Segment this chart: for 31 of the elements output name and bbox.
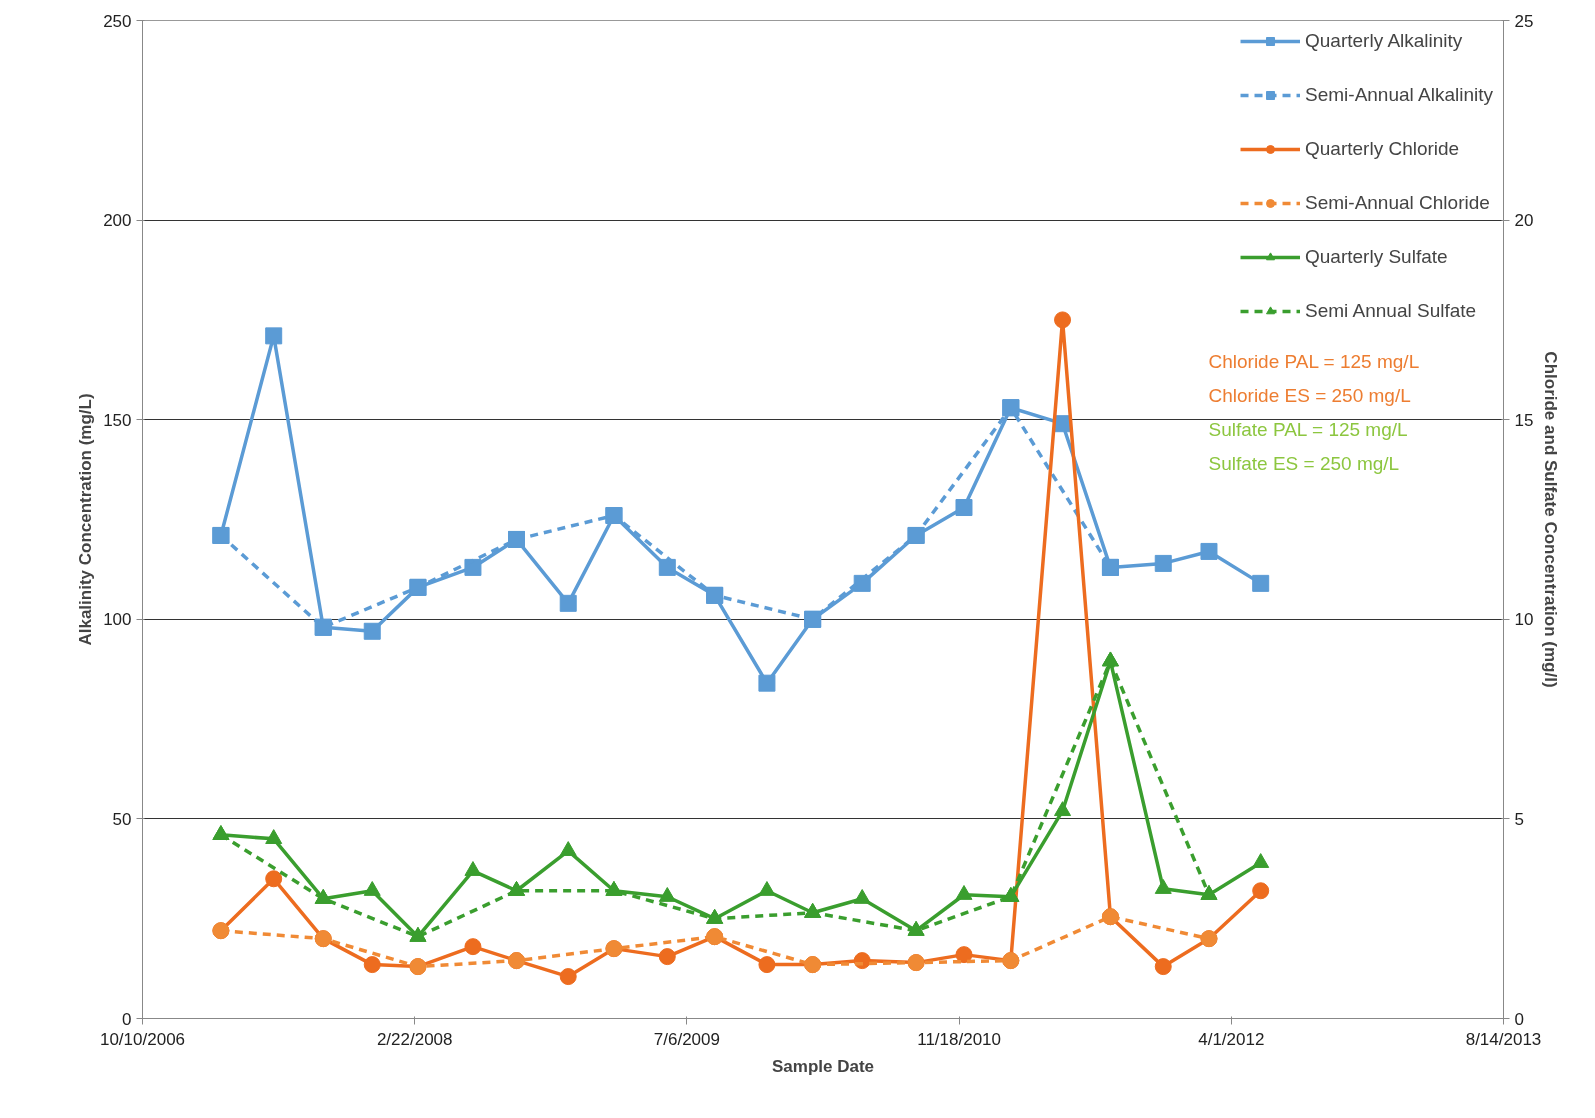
legend-label: Semi Annual Sulfate (1305, 300, 1477, 322)
y-axis-title: Alkalinity Concentration (mg/L) (76, 393, 96, 646)
y2-tick-label: 5 (1514, 809, 1524, 829)
legend-label: Semi-Annual Alkalinity (1305, 84, 1493, 106)
y2-tick-label: 10 (1514, 610, 1534, 630)
y2-tick-label: 15 (1514, 410, 1534, 430)
y-tick-label: 200 (103, 211, 132, 231)
y2-tick-label: 25 (1514, 11, 1534, 31)
x-tick-label: 2/22/2008 (376, 1029, 453, 1049)
x-axis-title: Sample Date (771, 1056, 875, 1076)
legend-label: Semi-Annual Chloride (1305, 192, 1490, 214)
x-tick-label: 4/1/2012 (1198, 1029, 1265, 1049)
y-tick-label: 250 (103, 11, 132, 31)
y-tick-label: 150 (103, 410, 132, 430)
annotation: Chloride PAL = 125 mg/L (1208, 351, 1420, 372)
y2-tick-label: 0 (1514, 1009, 1524, 1029)
annotation: Sulfate PAL = 125 mg/L (1208, 419, 1408, 440)
legend-label: Quarterly Alkalinity (1305, 30, 1463, 52)
y2-axis-title: Chloride and Sulfate Concentration (mg/l) (1541, 351, 1561, 688)
annotation: Sulfate ES = 250 mg/L (1208, 453, 1400, 474)
x-tick-label: 7/6/2009 (653, 1029, 720, 1049)
legend-label: Quarterly Sulfate (1305, 246, 1448, 268)
x-tick-label: 8/14/2013 (1465, 1029, 1542, 1049)
y2-tick-label: 20 (1514, 211, 1534, 231)
x-tick-label: 10/10/2006 (99, 1029, 186, 1049)
y-tick-label: 50 (112, 809, 132, 829)
legend-label: Quarterly Chloride (1305, 138, 1460, 160)
y-tick-label: 100 (103, 610, 132, 630)
x-tick-label: 11/18/2010 (917, 1029, 1002, 1049)
y-tick-label: 0 (122, 1009, 132, 1029)
annotation: Chloride ES = 250 mg/L (1208, 385, 1411, 406)
